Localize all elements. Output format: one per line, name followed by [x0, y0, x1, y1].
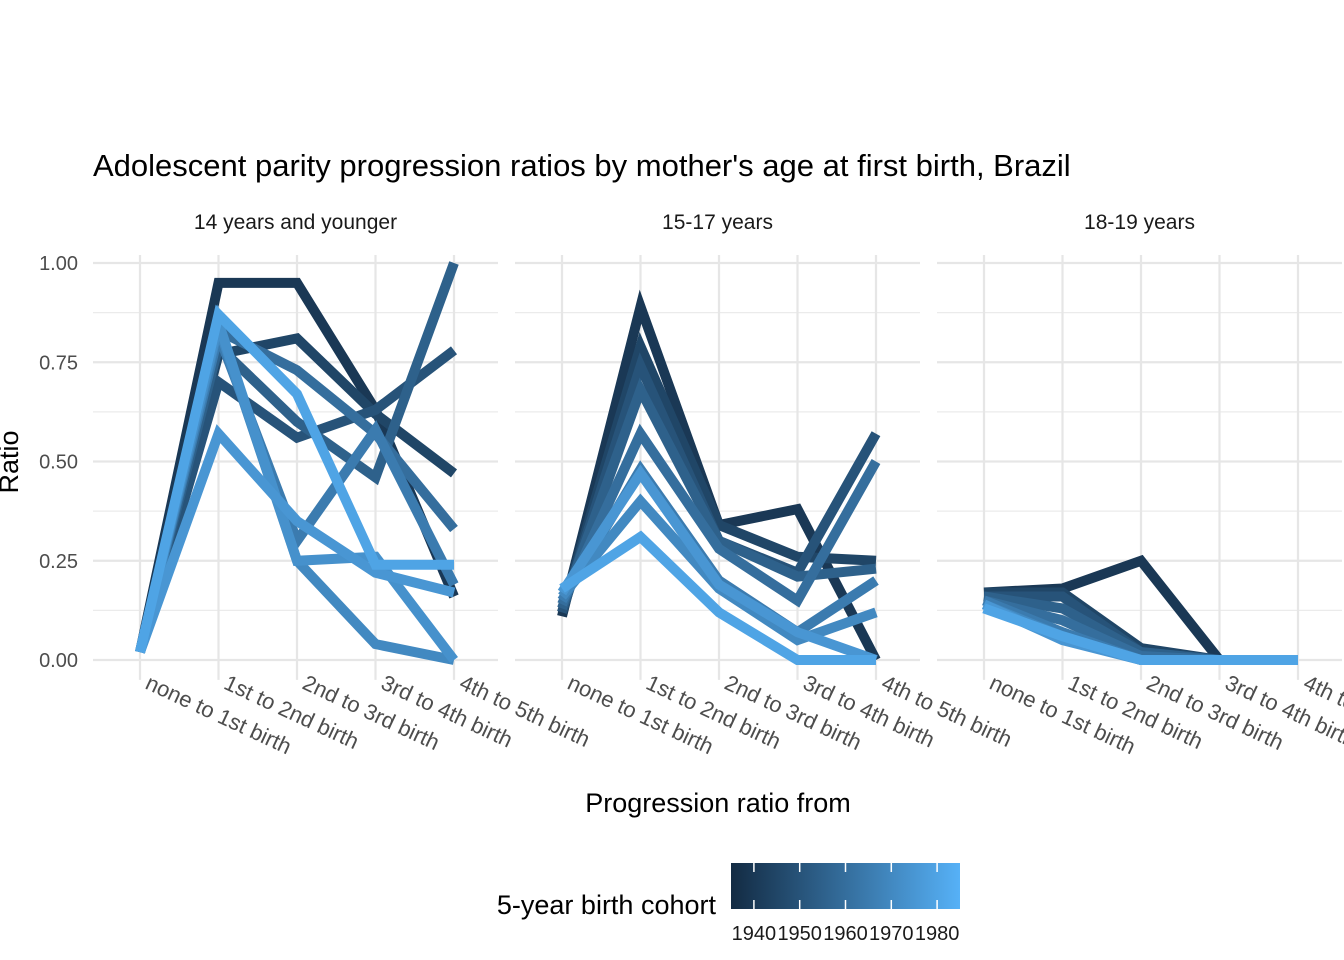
facet-label: 15-17 years — [662, 211, 773, 234]
colorbar-legend: 5-year birth cohort 1940 1950 1960 1970 1980 — [497, 863, 960, 945]
colorbar-tick-label: 1940 — [732, 923, 777, 945]
colorbar-tick-label: 1950 — [777, 923, 822, 945]
series-line-cohort-1960 — [557, 423, 881, 608]
y-tick-label: 0.75 — [39, 352, 78, 374]
legend-title: 5-year birth cohort — [497, 890, 717, 920]
series-line-cohort-1950 — [135, 346, 458, 654]
colorbar-tick-label: 1980 — [915, 923, 960, 945]
facet-label: 18-19 years — [1084, 211, 1195, 234]
colorbar-tick-label: 1970 — [869, 923, 914, 945]
facet-label: 14 years and younger — [194, 211, 397, 234]
y-axis-title: Ratio — [0, 430, 24, 493]
series-line-cohort-1980 — [135, 304, 454, 654]
y-tick-label: 0.00 — [39, 650, 78, 672]
y-tick-label: 0.25 — [39, 551, 78, 573]
y-tick-label: 1.00 — [39, 253, 78, 275]
series-line-cohort-1975 — [135, 424, 456, 654]
chart-title: Adolescent parity progression ratios by … — [93, 148, 1071, 183]
y-tick-label: 0.50 — [39, 452, 78, 474]
series-line-cohort-1980 — [982, 603, 1298, 665]
colorbar-tick-label: 1960 — [823, 923, 868, 945]
y-axis: 0.00 0.25 0.50 0.75 1.00 — [39, 253, 78, 672]
series-line-cohort-1975 — [557, 464, 878, 665]
series-line-cohort-1980 — [559, 530, 876, 665]
x-axis-title: Progression ratio from — [585, 788, 851, 818]
